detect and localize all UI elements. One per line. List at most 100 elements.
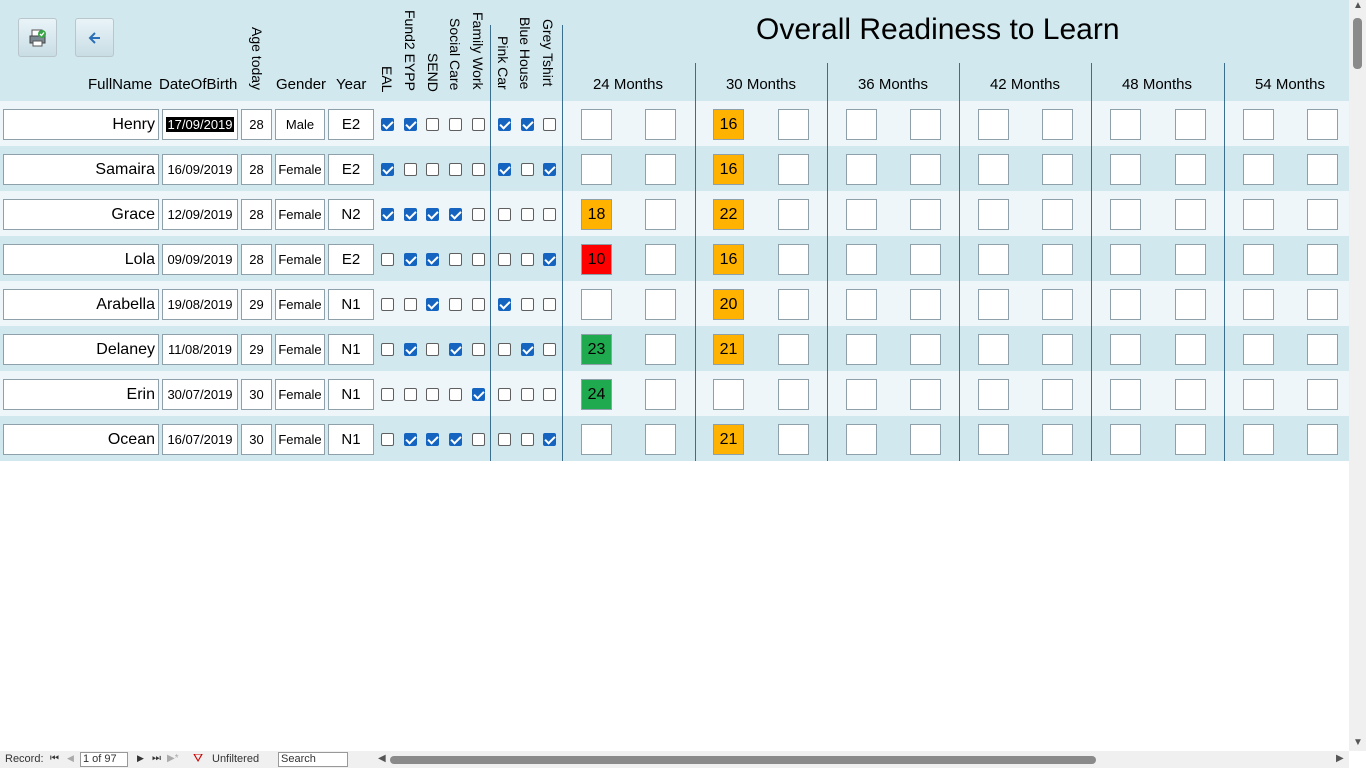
score-24-months-b[interactable] bbox=[645, 379, 676, 410]
score-30-months-a[interactable]: 20 bbox=[713, 289, 744, 320]
first-record-icon[interactable]: ⏮ bbox=[50, 753, 59, 764]
family-work-checkbox[interactable] bbox=[472, 118, 485, 131]
year-field[interactable]: E2 bbox=[328, 244, 374, 275]
score-30-months-b[interactable] bbox=[778, 424, 809, 455]
fund2-eypp-checkbox[interactable] bbox=[404, 343, 417, 356]
score-42-months-a[interactable] bbox=[978, 154, 1009, 185]
score-30-months-a[interactable]: 21 bbox=[713, 334, 744, 365]
print-button[interactable] bbox=[18, 18, 57, 57]
score-42-months-a[interactable] bbox=[978, 334, 1009, 365]
age-field[interactable]: 29 bbox=[241, 289, 272, 320]
score-36-months-b[interactable] bbox=[910, 334, 941, 365]
year-field[interactable]: E2 bbox=[328, 154, 374, 185]
score-54-months-b[interactable] bbox=[1307, 424, 1338, 455]
eal-checkbox[interactable] bbox=[381, 388, 394, 401]
score-48-months-b[interactable] bbox=[1175, 379, 1206, 410]
score-54-months-b[interactable] bbox=[1307, 289, 1338, 320]
social-care-checkbox[interactable] bbox=[449, 433, 462, 446]
score-54-months-a[interactable] bbox=[1243, 379, 1274, 410]
age-field[interactable]: 30 bbox=[241, 424, 272, 455]
age-field[interactable]: 28 bbox=[241, 199, 272, 230]
score-48-months-b[interactable] bbox=[1175, 154, 1206, 185]
year-field[interactable]: N1 bbox=[328, 289, 374, 320]
score-36-months-b[interactable] bbox=[910, 424, 941, 455]
vertical-scroll-thumb[interactable] bbox=[1353, 18, 1362, 69]
score-30-months-a[interactable]: 16 bbox=[713, 244, 744, 275]
gender-field[interactable]: Female bbox=[275, 379, 325, 410]
grey-tshirt-checkbox[interactable] bbox=[543, 253, 556, 266]
score-30-months-b[interactable] bbox=[778, 289, 809, 320]
grey-tshirt-checkbox[interactable] bbox=[543, 343, 556, 356]
filter-icon[interactable]: ⛛ bbox=[193, 751, 204, 765]
score-48-months-a[interactable] bbox=[1110, 289, 1141, 320]
score-36-months-a[interactable] bbox=[846, 334, 877, 365]
send-checkbox[interactable] bbox=[426, 343, 439, 356]
send-checkbox[interactable] bbox=[426, 163, 439, 176]
year-field[interactable]: N2 bbox=[328, 199, 374, 230]
full-name-field[interactable]: Arabella bbox=[3, 289, 159, 320]
gender-field[interactable]: Male bbox=[275, 109, 325, 140]
gender-field[interactable]: Female bbox=[275, 289, 325, 320]
social-care-checkbox[interactable] bbox=[449, 208, 462, 221]
score-24-months-b[interactable] bbox=[645, 289, 676, 320]
score-30-months-b[interactable] bbox=[778, 334, 809, 365]
score-48-months-a[interactable] bbox=[1110, 154, 1141, 185]
current-record-field[interactable]: 1 of 97 bbox=[80, 752, 128, 767]
score-24-months-b[interactable] bbox=[645, 109, 676, 140]
family-work-checkbox[interactable] bbox=[472, 388, 485, 401]
age-field[interactable]: 29 bbox=[241, 334, 272, 365]
date-of-birth-field[interactable]: 19/08/2019 bbox=[162, 289, 238, 320]
date-of-birth-field[interactable]: 09/09/2019 bbox=[162, 244, 238, 275]
score-48-months-b[interactable] bbox=[1175, 244, 1206, 275]
score-30-months-a[interactable] bbox=[713, 379, 744, 410]
send-checkbox[interactable] bbox=[426, 253, 439, 266]
score-24-months-a[interactable]: 23 bbox=[581, 334, 612, 365]
full-name-field[interactable]: Samaira bbox=[3, 154, 159, 185]
date-of-birth-field[interactable]: 16/07/2019 bbox=[162, 424, 238, 455]
scroll-left-icon[interactable]: ◀ bbox=[378, 753, 386, 764]
vertical-scrollbar[interactable]: ▲ ▼ bbox=[1349, 0, 1366, 751]
blue-house-checkbox[interactable] bbox=[521, 208, 534, 221]
social-care-checkbox[interactable] bbox=[449, 298, 462, 311]
gender-field[interactable]: Female bbox=[275, 154, 325, 185]
year-field[interactable]: N1 bbox=[328, 424, 374, 455]
score-48-months-a[interactable] bbox=[1110, 379, 1141, 410]
eal-checkbox[interactable] bbox=[381, 433, 394, 446]
score-42-months-b[interactable] bbox=[1042, 244, 1073, 275]
pink-car-checkbox[interactable] bbox=[498, 208, 511, 221]
fund2-eypp-checkbox[interactable] bbox=[404, 118, 417, 131]
score-24-months-a[interactable] bbox=[581, 154, 612, 185]
social-care-checkbox[interactable] bbox=[449, 118, 462, 131]
family-work-checkbox[interactable] bbox=[472, 253, 485, 266]
fund2-eypp-checkbox[interactable] bbox=[404, 433, 417, 446]
score-42-months-a[interactable] bbox=[978, 424, 1009, 455]
age-field[interactable]: 28 bbox=[241, 244, 272, 275]
score-48-months-a[interactable] bbox=[1110, 334, 1141, 365]
pink-car-checkbox[interactable] bbox=[498, 343, 511, 356]
score-36-months-b[interactable] bbox=[910, 109, 941, 140]
fund2-eypp-checkbox[interactable] bbox=[404, 388, 417, 401]
score-36-months-b[interactable] bbox=[910, 244, 941, 275]
score-30-months-b[interactable] bbox=[778, 244, 809, 275]
score-36-months-b[interactable] bbox=[910, 289, 941, 320]
score-36-months-b[interactable] bbox=[910, 154, 941, 185]
eal-checkbox[interactable] bbox=[381, 298, 394, 311]
send-checkbox[interactable] bbox=[426, 298, 439, 311]
year-field[interactable]: N1 bbox=[328, 379, 374, 410]
score-30-months-b[interactable] bbox=[778, 109, 809, 140]
score-42-months-a[interactable] bbox=[978, 244, 1009, 275]
gender-field[interactable]: Female bbox=[275, 334, 325, 365]
score-54-months-b[interactable] bbox=[1307, 244, 1338, 275]
fund2-eypp-checkbox[interactable] bbox=[404, 208, 417, 221]
grey-tshirt-checkbox[interactable] bbox=[543, 163, 556, 176]
search-input[interactable]: Search bbox=[278, 752, 348, 767]
grey-tshirt-checkbox[interactable] bbox=[543, 298, 556, 311]
score-48-months-b[interactable] bbox=[1175, 334, 1206, 365]
date-of-birth-field[interactable]: 16/09/2019 bbox=[162, 154, 238, 185]
grey-tshirt-checkbox[interactable] bbox=[543, 208, 556, 221]
fund2-eypp-checkbox[interactable] bbox=[404, 163, 417, 176]
score-36-months-b[interactable] bbox=[910, 379, 941, 410]
score-36-months-a[interactable] bbox=[846, 379, 877, 410]
family-work-checkbox[interactable] bbox=[472, 208, 485, 221]
score-48-months-b[interactable] bbox=[1175, 109, 1206, 140]
